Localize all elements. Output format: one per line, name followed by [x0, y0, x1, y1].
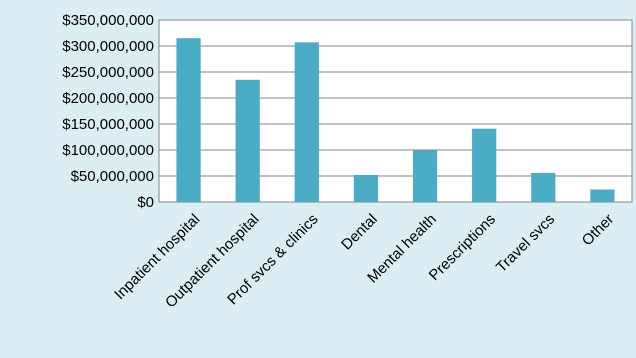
y-tick-label: $50,000,000	[71, 168, 154, 185]
y-tick-label: $100,000,000	[62, 142, 154, 159]
y-tick-label: $250,000,000	[62, 64, 154, 81]
bar	[176, 38, 201, 203]
x-tick-label: Travel svcs	[493, 211, 558, 276]
y-tick-label: $200,000,000	[62, 90, 154, 107]
x-tick-label: Dental	[338, 211, 381, 254]
bar	[294, 42, 319, 202]
y-tick-label: $350,000,000	[62, 12, 154, 29]
y-tick-label: $150,000,000	[62, 116, 154, 133]
plot-background	[158, 19, 633, 203]
bar	[590, 189, 615, 202]
bar	[472, 128, 497, 202]
plot-area	[158, 19, 633, 203]
bar	[412, 150, 438, 202]
y-tick-label: $300,000,000	[62, 38, 154, 55]
bar	[531, 172, 556, 202]
x-tick-label: Other	[579, 211, 618, 250]
y-axis-tick-labels: $0 $50,000,000 $100,000,000 $150,000,000 $20…	[62, 12, 154, 211]
y-tick-label: $0	[137, 194, 154, 211]
bar	[235, 79, 260, 202]
bar	[353, 174, 379, 202]
